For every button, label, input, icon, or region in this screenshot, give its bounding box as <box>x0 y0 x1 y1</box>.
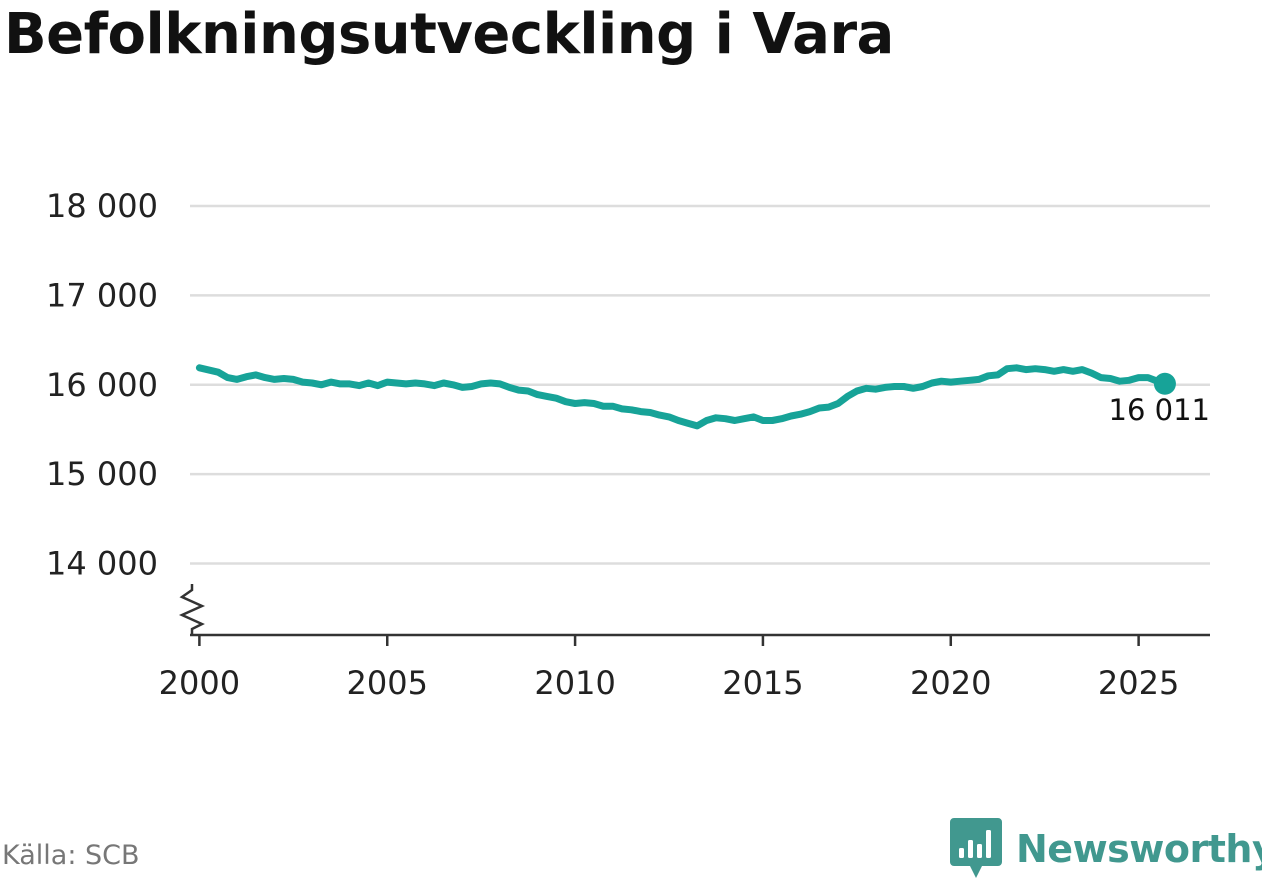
x-tick-label: 2000 <box>159 664 240 702</box>
y-tick-label: 16 000 <box>46 366 158 404</box>
x-axis <box>178 584 1210 646</box>
x-tick-label: 2020 <box>910 664 991 702</box>
end-value-label: 16 011 <box>1109 393 1210 427</box>
y-tick-label: 18 000 <box>46 187 158 225</box>
chart-title: Befolkningsutveckling i Vara <box>4 2 894 67</box>
brand-logo: Newsworthy <box>950 818 1262 880</box>
newsworthy-logo-icon <box>950 818 1002 878</box>
x-tick-label: 2015 <box>722 664 803 702</box>
series-line <box>195 364 1169 430</box>
y-tick-label: 15 000 <box>46 455 158 493</box>
y-tick-label: 14 000 <box>46 545 158 583</box>
x-tick-label: 2005 <box>347 664 428 702</box>
source-credit: Källa: SCB <box>2 840 140 871</box>
y-axis-tick-labels: 14 000 15 000 16 000 17 000 18 000 <box>46 187 158 583</box>
series-layer <box>195 364 1169 430</box>
end-point-marker <box>1153 372 1176 395</box>
x-tick-label: 2010 <box>534 664 615 702</box>
y-tick-label: 17 000 <box>46 276 158 314</box>
x-tick-label: 2025 <box>1098 664 1179 702</box>
end-annotation: 16 011 <box>1109 372 1210 427</box>
axis-break-marker <box>178 584 206 635</box>
x-axis-tick-labels: 2000 2005 2010 2015 2020 2025 <box>159 664 1180 702</box>
brand-name: Newsworthy <box>1016 827 1262 871</box>
